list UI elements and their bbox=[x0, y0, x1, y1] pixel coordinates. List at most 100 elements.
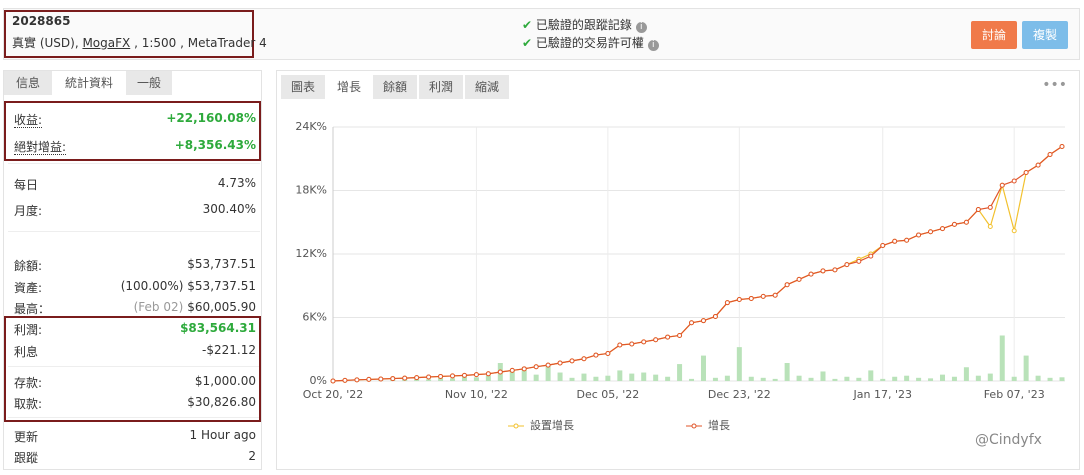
bar bbox=[1059, 377, 1065, 381]
bar bbox=[653, 374, 659, 381]
bar bbox=[593, 376, 599, 381]
y-tick-label: 0% bbox=[310, 374, 327, 387]
point bbox=[581, 356, 587, 362]
separator bbox=[8, 231, 260, 232]
stat-value-group: -$221.12 bbox=[202, 343, 256, 357]
x-tick-label: Jan 17, '23 bbox=[853, 388, 912, 401]
tab[interactable]: 餘額 bbox=[373, 75, 417, 99]
stat-row: 資產: (100.00%) $53,737.51 bbox=[14, 279, 256, 296]
point bbox=[414, 375, 420, 381]
tab[interactable]: 利潤 bbox=[419, 75, 463, 99]
point bbox=[569, 358, 575, 364]
bar bbox=[450, 378, 456, 381]
bar bbox=[928, 378, 934, 381]
point bbox=[975, 207, 981, 213]
point bbox=[641, 339, 647, 345]
point bbox=[1011, 228, 1017, 234]
details: , 1:500 , MetaTrader 4 bbox=[130, 36, 267, 50]
point bbox=[987, 204, 993, 210]
point bbox=[665, 334, 671, 340]
stat-row: 更新 1 Hour ago bbox=[14, 428, 256, 445]
bar bbox=[892, 376, 898, 381]
point bbox=[1035, 162, 1041, 168]
x-tick-label: Dec 05, '22 bbox=[576, 388, 639, 401]
tab[interactable]: 增長 bbox=[327, 75, 371, 99]
account-details: 真實 (USD), MogaFX , 1:500 , MetaTrader 4 bbox=[12, 34, 267, 51]
stat-label: 跟蹤 bbox=[14, 451, 39, 465]
bar bbox=[856, 377, 862, 381]
highlight-box bbox=[4, 316, 261, 422]
stat-value: +8,356.43% bbox=[174, 138, 256, 152]
bar bbox=[880, 378, 886, 381]
point bbox=[928, 229, 934, 235]
point bbox=[868, 253, 874, 259]
bar bbox=[999, 335, 1005, 381]
point bbox=[366, 376, 372, 382]
stat-row: 存款: $1,000.00 bbox=[14, 374, 256, 391]
y-tick-label: 6K% bbox=[302, 311, 327, 324]
separator bbox=[8, 417, 260, 418]
verified-1: ✔ 已驗證的跟蹤記錄 i bbox=[522, 16, 647, 33]
tab[interactable]: 統計資料 bbox=[54, 71, 124, 95]
broker-link[interactable]: MogaFX bbox=[82, 36, 131, 50]
bar bbox=[581, 373, 587, 381]
stat-row: 最高： (Feb 02) $60,005.90 bbox=[14, 300, 256, 317]
bar bbox=[485, 375, 491, 381]
verified-2: ✔ 已驗證的交易許可權 i bbox=[522, 34, 659, 51]
discuss-button[interactable]: 討論 bbox=[971, 21, 1017, 49]
point bbox=[461, 372, 467, 378]
watermark: @Cindyfx bbox=[975, 432, 1042, 448]
stat-label: 利潤: bbox=[14, 323, 43, 337]
stat-label: 資產: bbox=[14, 281, 43, 295]
stat-value: 1 Hour ago bbox=[189, 428, 256, 442]
stat-value-group: 2 bbox=[248, 449, 256, 463]
stat-value-group: (100.00%) $53,737.51 bbox=[121, 279, 256, 293]
point bbox=[772, 292, 778, 298]
stat-value: -$221.12 bbox=[202, 343, 256, 357]
tab[interactable]: 一般 bbox=[126, 71, 172, 95]
verified-text: 已驗證的跟蹤記錄 bbox=[535, 18, 632, 32]
stat-value-group: $1,000.00 bbox=[195, 374, 256, 388]
y-tick-label: 18K% bbox=[295, 184, 327, 197]
bar bbox=[569, 377, 575, 381]
point bbox=[629, 341, 635, 347]
bar bbox=[533, 374, 539, 381]
bar bbox=[1023, 355, 1029, 381]
point bbox=[438, 373, 444, 379]
stat-label: 取款: bbox=[14, 397, 43, 411]
stat-value-group: $30,826.80 bbox=[187, 395, 256, 409]
stat-label: 存款: bbox=[14, 376, 43, 390]
point bbox=[724, 300, 730, 306]
bar bbox=[904, 375, 910, 381]
bar bbox=[820, 371, 826, 381]
bar bbox=[712, 377, 718, 381]
legend-dot bbox=[513, 423, 519, 429]
tab[interactable]: 縮減 bbox=[465, 75, 509, 99]
bar bbox=[939, 374, 945, 381]
point bbox=[593, 352, 599, 358]
point bbox=[916, 232, 922, 238]
stat-row: 利潤: $83,564.31 bbox=[14, 321, 256, 338]
stat-label: 每日 bbox=[14, 178, 39, 192]
stat-row: 每日 4.73% bbox=[14, 176, 256, 193]
tab[interactable]: 信息 bbox=[4, 71, 52, 95]
bar bbox=[868, 370, 874, 381]
tab[interactable]: 圖表 bbox=[281, 75, 325, 99]
bar bbox=[461, 376, 467, 381]
bar bbox=[1011, 376, 1017, 381]
stat-value-group: +8,356.43% bbox=[175, 138, 256, 152]
bar bbox=[521, 369, 527, 381]
highlight-box bbox=[4, 101, 261, 161]
point bbox=[820, 268, 826, 274]
bar bbox=[426, 379, 432, 381]
point bbox=[1047, 152, 1053, 158]
stat-value: +22,160.08% bbox=[166, 111, 256, 125]
stat-label: 絕對增益: bbox=[14, 140, 67, 155]
copy-button[interactable]: 複製 bbox=[1022, 21, 1068, 49]
line bbox=[332, 145, 1063, 382]
legend-dot bbox=[691, 423, 697, 429]
point bbox=[892, 238, 898, 244]
bar bbox=[545, 366, 551, 381]
menu-dots[interactable]: ••• bbox=[1042, 77, 1067, 93]
